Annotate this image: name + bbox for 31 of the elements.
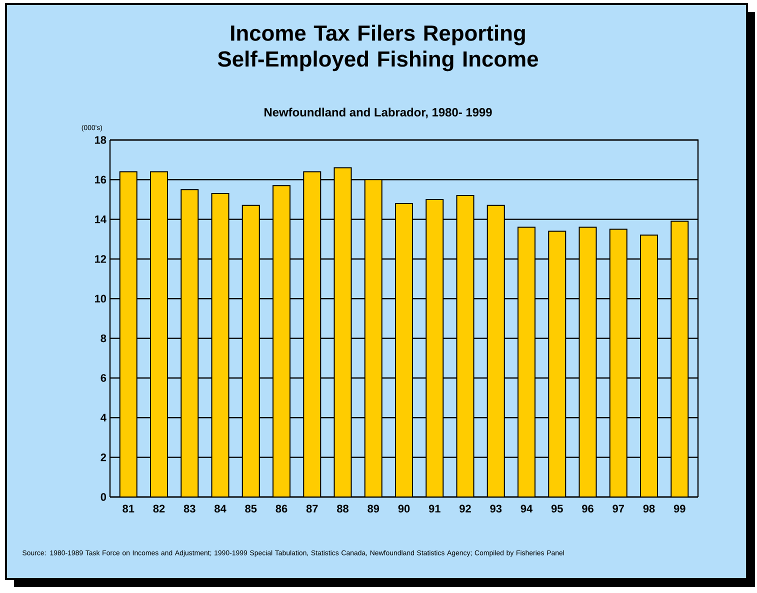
x-tick-label: 98: [643, 504, 655, 513]
x-tick-label: 96: [582, 504, 594, 513]
y-tick-label: 10: [94, 294, 106, 303]
x-tick-label: 88: [337, 504, 349, 513]
x-tick-label: 92: [460, 504, 471, 513]
y-tick-label: 2: [100, 454, 106, 462]
y-tick-label: 4: [100, 414, 106, 422]
x-tick-label: 81: [122, 504, 134, 513]
y-tick-label: 18: [94, 136, 106, 144]
x-tick-label: 91: [428, 504, 440, 513]
x-tick-label: 90: [398, 504, 410, 513]
x-tick-label: 93: [490, 504, 502, 513]
y-tick-label: 12: [94, 255, 106, 263]
x-tick-label: 82: [153, 504, 165, 513]
x-tick-label: 95: [551, 504, 563, 513]
y-tick-label: 14: [94, 216, 106, 224]
y-tick-label: 6: [100, 374, 106, 382]
y-tick-label: 16: [94, 176, 106, 184]
y-tick-label: 0: [100, 493, 106, 501]
chart-subtitle: Newfoundland and Labrador, 1980- 1999: [264, 108, 492, 118]
x-tick-label: 97: [612, 504, 624, 513]
chart-title: Income Tax Filers Reporting Self-Employed Fishing Income: [218, 24, 538, 72]
x-tick-label: 86: [276, 504, 288, 513]
x-tick-label: 85: [245, 504, 257, 513]
x-tick-label: 87: [306, 504, 318, 513]
y-tick-label: 8: [100, 334, 106, 342]
x-tick-label: 89: [368, 504, 380, 513]
x-tick-label: 83: [184, 504, 196, 513]
x-tick-label: 99: [674, 504, 686, 513]
x-tick-label: 84: [214, 504, 226, 513]
x-tick-label: 94: [520, 504, 533, 513]
